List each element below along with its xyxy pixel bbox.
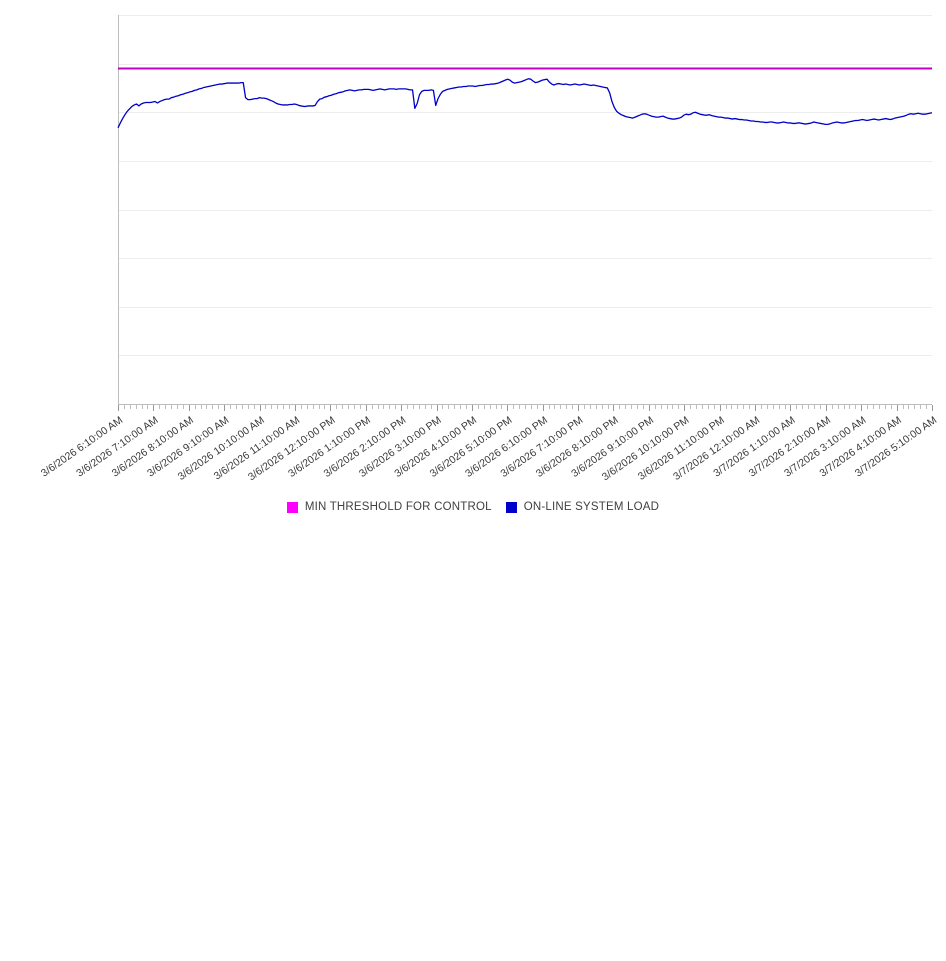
legend-entry-system-load[interactable]: ON-LINE SYSTEM LOAD (505, 501, 660, 513)
x-axis-ticks (118, 405, 933, 411)
chart-container: 3/6/2026 6:10:00 AM 3/6/2026 7:10:00 AM 3/… (0, 15, 946, 518)
y-gridlines (118, 15, 932, 405)
legend-label-system-load: ON-LINE SYSTEM LOAD (523, 501, 660, 513)
chart-legend: MIN THRESHOLD FOR CONTROL ON-LINE SYSTEM… (0, 496, 946, 518)
legend-entry-min-threshold[interactable]: MIN THRESHOLD FOR CONTROL (286, 501, 492, 513)
chart-canvas (117, 15, 933, 411)
legend-label-min-threshold: MIN THRESHOLD FOR CONTROL (304, 501, 492, 513)
legend-swatch-system-load (505, 501, 517, 513)
series-line-system-load (117, 78, 933, 129)
legend-swatch-min-threshold (286, 501, 298, 513)
